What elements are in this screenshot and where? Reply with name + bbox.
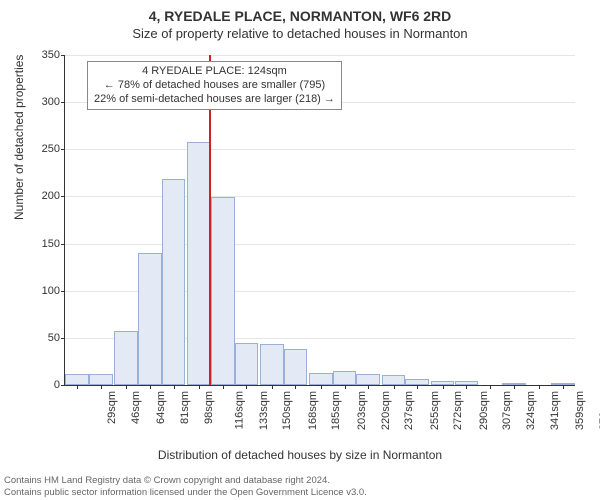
x-tick-mark xyxy=(514,385,515,389)
y-tick-label: 150 xyxy=(42,238,65,250)
y-tick-label: 300 xyxy=(42,96,65,108)
x-tick-mark xyxy=(443,385,444,389)
histogram-bar xyxy=(551,383,575,385)
chart-subtitle: Size of property relative to detached ho… xyxy=(0,24,600,41)
gridline xyxy=(65,55,575,56)
x-tick-label: 290sqm xyxy=(478,391,490,430)
x-tick-label: 116sqm xyxy=(233,391,245,429)
x-tick-mark xyxy=(368,385,369,389)
x-tick-mark xyxy=(246,385,247,389)
y-tick-label: 50 xyxy=(48,332,65,344)
annot-line-3: 22% of semi-detached houses are larger (… xyxy=(94,93,335,107)
x-tick-mark xyxy=(272,385,273,389)
x-tick-label: 237sqm xyxy=(403,391,415,430)
x-tick-label: 272sqm xyxy=(453,391,465,430)
histogram-bar xyxy=(138,253,162,385)
x-tick-mark xyxy=(539,385,540,389)
histogram-bar xyxy=(405,379,429,385)
x-axis-label: Distribution of detached houses by size … xyxy=(0,448,600,462)
x-tick-label: 133sqm xyxy=(258,391,270,430)
histogram-bar xyxy=(187,142,211,385)
x-tick-label: 98sqm xyxy=(203,391,215,424)
gridline xyxy=(65,149,575,150)
footer-line-1: Contains HM Land Registry data © Crown c… xyxy=(4,475,367,486)
y-tick-label: 0 xyxy=(54,379,65,391)
histogram-bar xyxy=(356,374,380,385)
histogram-bar xyxy=(114,331,138,385)
histogram-bar xyxy=(211,197,235,385)
histogram-bar xyxy=(89,374,113,385)
x-tick-mark xyxy=(101,385,102,389)
x-tick-label: 46sqm xyxy=(130,391,142,424)
x-tick-mark xyxy=(394,385,395,389)
x-tick-label: 81sqm xyxy=(179,391,191,424)
x-tick-mark xyxy=(490,385,491,389)
x-tick-label: 359sqm xyxy=(574,391,586,430)
annotation-box: 4 RYEDALE PLACE: 124sqm ← 78% of detache… xyxy=(87,61,342,110)
histogram-bar xyxy=(162,179,186,385)
y-tick-label: 350 xyxy=(42,49,65,61)
x-tick-label: 185sqm xyxy=(331,391,343,430)
x-tick-mark xyxy=(126,385,127,389)
x-tick-label: 341sqm xyxy=(549,391,561,430)
footer-line-2: Contains public sector information licen… xyxy=(4,487,367,498)
x-tick-mark xyxy=(77,385,78,389)
histogram-bar xyxy=(431,381,455,385)
histogram-bar xyxy=(65,374,89,385)
x-tick-label: 203sqm xyxy=(356,391,368,430)
x-tick-mark xyxy=(321,385,322,389)
histogram-bar xyxy=(284,349,308,385)
histogram-bar xyxy=(309,373,333,385)
x-tick-mark xyxy=(174,385,175,389)
x-tick-mark xyxy=(223,385,224,389)
x-tick-label: 150sqm xyxy=(282,391,294,430)
y-tick-label: 200 xyxy=(42,190,65,202)
histogram-bar xyxy=(455,381,479,385)
annot-line-1: 4 RYEDALE PLACE: 124sqm xyxy=(94,65,335,79)
x-tick-label: 220sqm xyxy=(380,391,392,430)
gridline xyxy=(65,244,575,245)
histogram-bar xyxy=(260,344,284,385)
x-tick-mark xyxy=(345,385,346,389)
footer: Contains HM Land Registry data © Crown c… xyxy=(4,475,367,498)
plot-area: 4 RYEDALE PLACE: 124sqm ← 78% of detache… xyxy=(64,55,574,385)
annot-line-2: ← 78% of detached houses are smaller (79… xyxy=(94,79,335,93)
gridline xyxy=(65,196,575,197)
y-axis-label: Number of detached properties xyxy=(12,55,26,220)
x-tick-mark xyxy=(417,385,418,389)
x-tick-mark xyxy=(466,385,467,389)
x-tick-label: 255sqm xyxy=(429,391,441,430)
x-tick-label: 307sqm xyxy=(502,391,514,430)
x-tick-label: 64sqm xyxy=(155,391,167,424)
histogram-bar xyxy=(333,371,357,385)
x-tick-mark xyxy=(563,385,564,389)
x-tick-label: 324sqm xyxy=(525,391,537,430)
histogram-bar xyxy=(235,343,259,385)
y-tick-label: 100 xyxy=(42,285,65,297)
histogram-bar xyxy=(502,383,526,385)
x-tick-mark xyxy=(295,385,296,389)
x-tick-mark xyxy=(150,385,151,389)
chart-title: 4, RYEDALE PLACE, NORMANTON, WF6 2RD xyxy=(0,0,600,24)
x-tick-label: 29sqm xyxy=(106,391,118,424)
chart-container: 4, RYEDALE PLACE, NORMANTON, WF6 2RD Siz… xyxy=(0,0,600,500)
y-tick-label: 250 xyxy=(42,143,65,155)
histogram-bar xyxy=(382,375,406,385)
x-tick-mark xyxy=(199,385,200,389)
x-tick-label: 168sqm xyxy=(307,391,319,430)
plot: 4 RYEDALE PLACE: 124sqm ← 78% of detache… xyxy=(64,55,575,386)
